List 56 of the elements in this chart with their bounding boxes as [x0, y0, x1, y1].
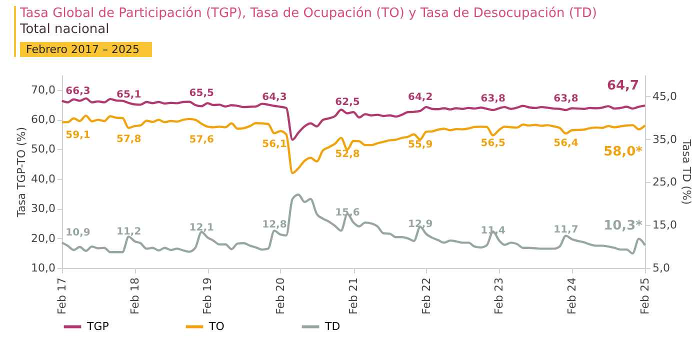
- y-tick-label: 60,0: [31, 113, 56, 126]
- data-label: 11,7: [554, 224, 578, 236]
- data-label: 65,5: [189, 88, 214, 100]
- data-label: 12,8: [262, 220, 287, 231]
- data-label: 64,3: [262, 92, 287, 103]
- y-tick-label: 30,0: [31, 202, 56, 216]
- data-label: 59,1: [66, 130, 90, 142]
- data-label: 64,2: [408, 92, 433, 104]
- x-tick-label: Feb 24: [565, 278, 578, 314]
- data-label: 58,0*: [604, 144, 643, 160]
- data-label: 52,8: [335, 148, 360, 160]
- y2-tick-label: 35,0: [652, 132, 677, 146]
- y2-tick-label: 15,0: [652, 218, 677, 232]
- x-tick-label: Feb 18: [128, 278, 142, 314]
- legend-label: TGP: [86, 320, 110, 333]
- data-label: 63,8: [554, 93, 578, 104]
- legend-label: TD: [324, 320, 340, 333]
- x-tick-label: Feb 21: [347, 278, 360, 314]
- x-tick-label: Feb 17: [56, 278, 68, 314]
- data-label: 56,5: [480, 138, 506, 149]
- data-label: 10,3*: [604, 218, 643, 234]
- data-label: 57,6: [189, 134, 214, 146]
- data-label: 11,2: [116, 226, 142, 238]
- y-tick-label: 20,0: [31, 232, 56, 245]
- data-label: 12,1: [189, 222, 214, 234]
- data-label: 65,1: [116, 89, 142, 100]
- data-label: 55,9: [408, 140, 433, 151]
- legend-label: TO: [208, 320, 225, 333]
- data-label: 57,8: [116, 134, 142, 146]
- y2-tick-label: 5,0: [652, 262, 670, 274]
- data-label: 64,7: [606, 78, 640, 94]
- y2-tick-label: 25,0: [652, 176, 677, 189]
- x-tick-label: Feb 20: [274, 278, 287, 314]
- y2-tick-label: 45,0: [652, 90, 677, 103]
- y-tick-label: 70,0: [31, 83, 56, 96]
- x-tick-label: Feb 25: [638, 278, 652, 314]
- data-label: 56,4: [554, 138, 578, 150]
- y-tick-label: 10,0: [31, 262, 56, 274]
- y2-axis-title: Tasa TD (%): [680, 138, 693, 205]
- data-label: 10,9: [66, 228, 90, 239]
- chart-subtitle: Total nacional: [20, 22, 110, 38]
- text: Febrero 2017 – 2025: [20, 42, 152, 57]
- chart-title: Tasa Global de Participación (TGP), Tasa de Ocupación (TO) y Tasa de Desocupación (TD): [20, 6, 597, 22]
- data-label: 12,9: [408, 219, 433, 230]
- line-series: [60, 194, 646, 255]
- y-axis-title: Tasa TGP-TO (%): [15, 126, 28, 218]
- y-tick-label: 50,0: [31, 142, 56, 156]
- x-tick-label: Feb 23: [492, 278, 506, 314]
- data-label: 62,5: [335, 97, 360, 108]
- x-tick-label: Feb 19: [201, 278, 214, 314]
- x-tick-label: Feb 22: [420, 278, 433, 314]
- line-series: [60, 114, 646, 174]
- data-label: 66,3: [66, 86, 90, 97]
- data-label: 63,8: [480, 93, 506, 104]
- data-label: 56,1: [262, 139, 287, 150]
- y-tick-label: 40,0: [31, 172, 56, 186]
